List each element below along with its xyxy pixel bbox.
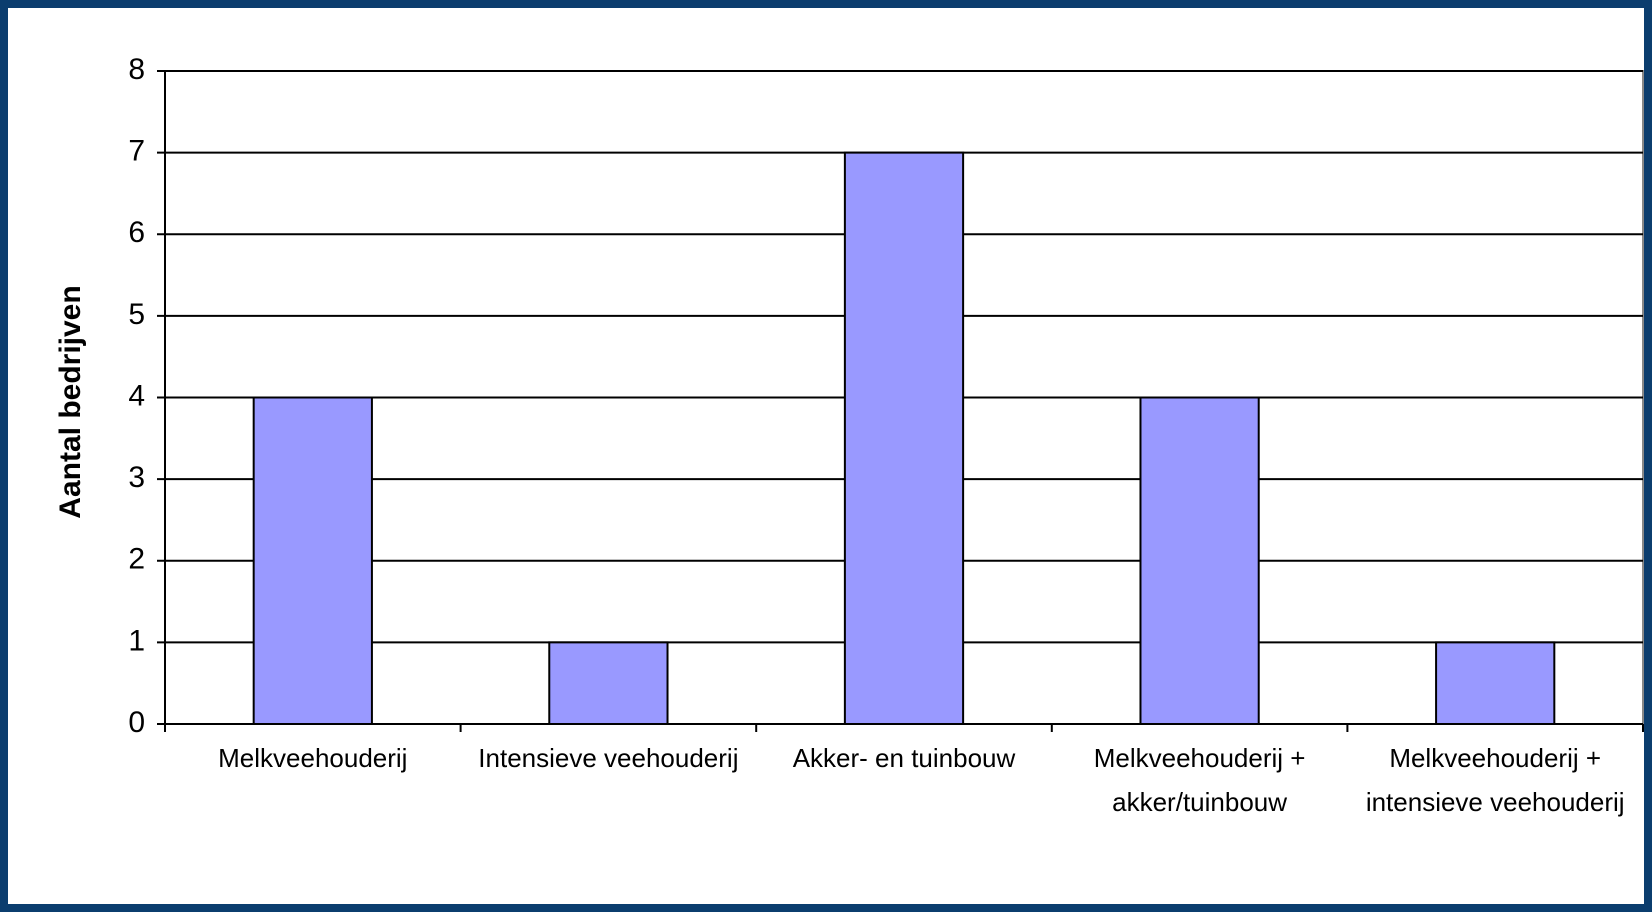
y-tick-label: 7 (128, 135, 145, 168)
bar (843, 151, 965, 725)
y-tick-label: 8 (128, 53, 145, 86)
y-tick-label: 3 (128, 461, 145, 494)
y-tick-label: 0 (128, 706, 145, 739)
bar (548, 641, 669, 725)
y-tick-label: 6 (128, 216, 145, 249)
y-tick-label: 5 (128, 298, 145, 331)
y-tick-label: 1 (128, 624, 145, 657)
x-tick-label: Melkveehouderij + intensieve veehouderij (1365, 743, 1625, 817)
y-axis-label: Aantal bedrijven (54, 285, 87, 518)
y-tick-label: 2 (128, 543, 145, 576)
x-tick-label: Akker- en tuinbouw (792, 743, 1016, 773)
x-tick-label: Melkveehouderij + akker/tuinbouw (1093, 743, 1306, 817)
y-tick-label: 4 (128, 379, 145, 412)
x-tick-label: Melkveehouderij (218, 743, 408, 773)
bar (252, 396, 373, 725)
bar (1435, 641, 1556, 725)
x-tick-label: Intensieve veehouderij (478, 743, 739, 773)
bar (1139, 396, 1260, 725)
